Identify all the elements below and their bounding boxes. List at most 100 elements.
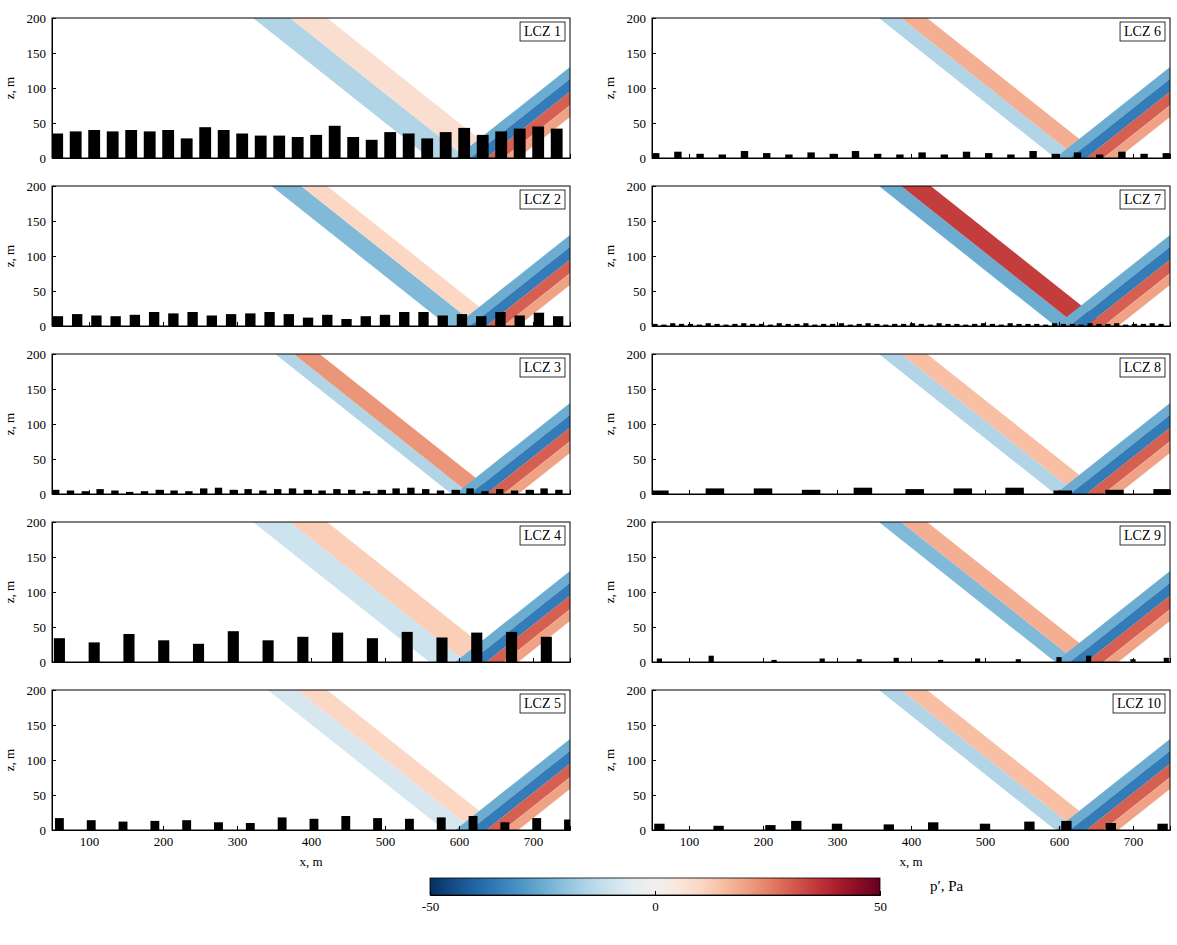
y-tick: 200 — [27, 347, 57, 362]
incident-wave — [503, 18, 570, 158]
building — [158, 640, 169, 662]
y-tick-mark — [52, 760, 56, 761]
building — [540, 488, 547, 494]
y-tick-mark — [652, 830, 656, 831]
y-tick-mark — [52, 256, 56, 257]
y-tick-mark — [52, 221, 56, 222]
x-axis: 100200300400500600700 — [53, 826, 571, 849]
y-axis: 050100150200 — [627, 347, 657, 502]
building — [329, 126, 341, 158]
x-axis — [53, 658, 571, 663]
x-tick-mark — [311, 322, 312, 326]
building — [1157, 824, 1167, 830]
x-tick-mark — [689, 658, 690, 662]
x-tick — [689, 490, 690, 494]
y-axis-line — [53, 355, 57, 495]
building — [378, 490, 385, 494]
building — [67, 491, 74, 495]
y-tick: 200 — [27, 11, 57, 26]
building — [457, 314, 467, 326]
y-axis-line — [53, 523, 57, 663]
x-tick-mark — [533, 154, 534, 158]
x-tick — [1059, 154, 1060, 158]
building — [763, 153, 770, 158]
building — [278, 817, 287, 830]
y-tick-mark — [52, 291, 56, 292]
plot-area — [54, 522, 570, 662]
x-tick-mark — [311, 154, 312, 158]
colorbar: -50050p′, Pa — [422, 878, 964, 914]
y-tick-mark — [652, 459, 656, 460]
building — [111, 491, 118, 495]
y-tick-label: 200 — [627, 11, 647, 26]
building — [52, 490, 59, 494]
colorbar-gradient — [430, 878, 880, 895]
plot-frame — [52, 690, 570, 830]
y-tick-label: 100 — [627, 249, 647, 264]
y-tick-mark — [52, 354, 56, 355]
x-tick: 300 — [828, 826, 848, 849]
x-tick — [837, 154, 838, 158]
incident-wave — [1103, 18, 1170, 158]
x-tick-label: 700 — [524, 834, 544, 849]
x-tick — [1059, 490, 1060, 494]
y-tick-label: 50 — [633, 284, 646, 299]
plot-frame — [52, 18, 570, 158]
x-tick — [163, 490, 164, 494]
y-tick-mark — [652, 291, 656, 292]
building — [207, 316, 217, 327]
building — [405, 819, 414, 830]
x-tick-label: 200 — [754, 834, 774, 849]
building — [244, 489, 251, 494]
y-tick-mark — [652, 760, 656, 761]
y-tick: 150 — [27, 214, 57, 229]
y-axis: 050100150200 — [27, 347, 57, 502]
x-tick-mark — [763, 322, 764, 326]
building — [52, 134, 63, 159]
x-tick — [533, 322, 534, 326]
x-tick-mark — [163, 322, 164, 326]
x-tick: 400 — [302, 826, 322, 849]
y-tick-mark — [652, 88, 656, 89]
y-tick-label: 100 — [627, 753, 647, 768]
colorbar-tick-mark — [880, 891, 881, 895]
x-axis — [653, 154, 1171, 159]
y-axis-line — [653, 19, 657, 159]
y-tick-mark — [52, 123, 56, 124]
building — [310, 819, 319, 830]
building — [1118, 152, 1125, 158]
x-tick — [237, 322, 238, 326]
x-tick — [911, 322, 912, 326]
incident-wave — [1086, 18, 1170, 158]
x-tick-mark — [1059, 490, 1060, 494]
y-axis-title: z, m — [2, 245, 17, 267]
building — [963, 152, 970, 158]
y-tick-label: 150 — [27, 718, 47, 733]
building — [532, 818, 541, 830]
x-axis-line — [53, 490, 571, 495]
building — [259, 491, 266, 495]
panel-title-box: LCZ 2 — [520, 190, 565, 209]
panel-title: LCZ 9 — [1124, 528, 1161, 543]
y-tick-label: 200 — [27, 11, 47, 26]
building — [1005, 488, 1024, 494]
building — [440, 132, 452, 158]
x-tick: 700 — [1124, 826, 1144, 849]
x-tick-mark — [1133, 154, 1134, 158]
x-tick-mark — [89, 322, 90, 326]
incident-wave — [486, 690, 570, 830]
x-tick-label: 400 — [902, 834, 922, 849]
x-axis — [653, 658, 1171, 663]
building — [495, 312, 505, 326]
building — [421, 138, 433, 158]
x-tick — [985, 490, 986, 494]
panel-title: LCZ 3 — [524, 360, 561, 375]
building — [1105, 490, 1124, 494]
building — [162, 130, 174, 158]
reflected-wave — [725, 18, 1104, 158]
y-tick-mark — [652, 690, 656, 691]
incident-wave — [486, 18, 570, 158]
building — [436, 638, 447, 663]
colorbar-tick-label: 50 — [874, 899, 887, 914]
building — [975, 659, 980, 663]
